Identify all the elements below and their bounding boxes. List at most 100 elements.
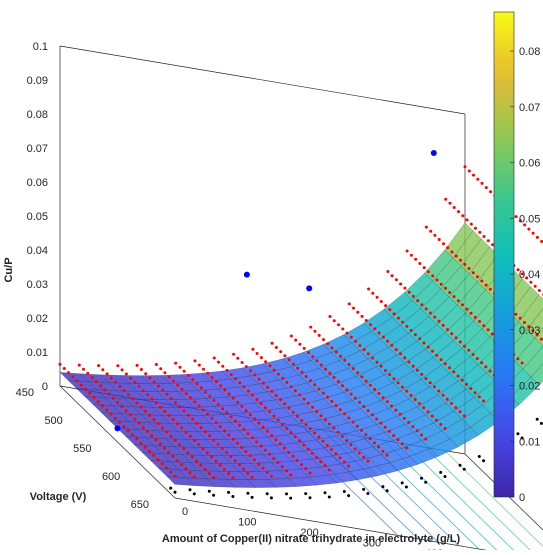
upper-bound-point: [364, 433, 367, 436]
upper-bound-point: [303, 347, 306, 350]
upper-bound-point: [253, 418, 256, 421]
upper-bound-point: [457, 210, 460, 213]
upper-bound-point: [478, 231, 481, 234]
upper-bound-point: [215, 421, 218, 424]
upper-bound-point: [226, 369, 229, 372]
upper-bound-point: [472, 174, 475, 177]
upper-bound-point: [382, 396, 385, 399]
upper-bound-point: [341, 435, 344, 438]
upper-bound-point: [474, 391, 477, 394]
lower-bound-point: [362, 488, 365, 491]
upper-bound-point: [255, 398, 258, 401]
upper-bound-point: [307, 448, 310, 451]
upper-bound-point: [129, 413, 132, 416]
upper-bound-point: [262, 382, 265, 385]
upper-bound-point: [424, 438, 427, 441]
upper-bound-point: [395, 348, 398, 351]
upper-bound-point: [230, 416, 233, 419]
upper-bound-point: [388, 308, 391, 311]
upper-bound-point: [242, 428, 245, 431]
upper-bound-point: [135, 402, 138, 405]
upper-bound-point: [433, 234, 436, 237]
upper-bound-point: [228, 393, 231, 396]
upper-bound-point: [480, 280, 483, 283]
upper-bound-point: [259, 445, 262, 448]
upper-bound-point: [485, 186, 488, 189]
upper-bound-point: [373, 388, 376, 391]
upper-bound-point: [238, 424, 241, 427]
upper-bound-point: [476, 357, 479, 360]
upper-bound-point: [243, 386, 246, 389]
lower-bound-point: [424, 481, 427, 484]
upper-bound-point: [236, 357, 239, 360]
upper-bound-point: [129, 377, 132, 380]
upper-bound-point: [439, 423, 442, 426]
upper-bound-point: [459, 410, 462, 413]
upper-bound-point: [468, 170, 471, 173]
upper-bound-point: [489, 190, 492, 193]
lower-bound-point: [309, 496, 312, 499]
lower-bound-point: [482, 459, 485, 462]
upper-bound-point: [127, 429, 130, 432]
upper-bound-point: [174, 475, 177, 478]
upper-bound-point: [440, 358, 443, 361]
upper-bound-point: [459, 341, 462, 344]
upper-bound-point: [260, 402, 263, 405]
upper-bound-point: [270, 390, 273, 393]
upper-bound-point: [478, 320, 481, 323]
upper-bound-point: [230, 373, 233, 376]
upper-bound-point: [352, 421, 355, 424]
upper-bound-point: [214, 460, 217, 463]
upper-bound-point: [390, 405, 393, 408]
upper-bound-point: [285, 427, 288, 430]
upper-bound-point: [328, 423, 331, 426]
upper-bound-point: [195, 460, 198, 463]
upper-bound-point: [399, 283, 402, 286]
upper-bound-point: [298, 439, 301, 442]
upper-bound-point: [174, 362, 177, 365]
upper-bound-point: [405, 447, 408, 450]
upper-bound-point: [210, 417, 213, 420]
upper-bound-point: [255, 440, 258, 443]
upper-bound-point: [405, 390, 408, 393]
upper-bound-point: [386, 400, 389, 403]
upper-bound-point: [93, 396, 96, 399]
x-axis-label: Amount of Copper(II) nitrate trihydrate …: [162, 533, 461, 545]
upper-bound-point: [106, 372, 109, 375]
upper-bound-point: [78, 364, 81, 367]
upper-bound-point: [101, 368, 104, 371]
upper-bound-point: [279, 398, 282, 401]
upper-bound-point: [59, 363, 62, 366]
upper-bound-point: [174, 401, 177, 404]
upper-bound-point: [309, 326, 312, 329]
upper-bound-point: [76, 379, 79, 382]
upper-bound-point: [444, 198, 447, 201]
z-tick-label: 0: [42, 381, 48, 393]
upper-bound-point: [474, 227, 477, 230]
upper-bound-point: [425, 377, 428, 380]
upper-bound-point: [350, 393, 353, 396]
upper-bound-point: [412, 365, 415, 368]
experimental-point: [244, 272, 250, 278]
upper-bound-point: [442, 324, 445, 327]
upper-bound-point: [329, 315, 332, 318]
upper-bound-point: [431, 415, 434, 418]
upper-bound-point: [183, 370, 186, 373]
upper-bound-point: [410, 254, 413, 257]
upper-bound-point: [331, 346, 334, 349]
upper-bound-point: [114, 417, 117, 420]
upper-bound-point: [227, 472, 230, 475]
upper-bound-point: [279, 442, 282, 445]
upper-bound-point: [262, 426, 265, 429]
upper-bound-point: [236, 442, 239, 445]
upper-bound-point: [301, 371, 304, 374]
upper-bound-point: [403, 287, 406, 290]
upper-bound-point: [314, 330, 317, 333]
upper-bound-point: [159, 367, 162, 370]
upper-bound-point: [396, 438, 399, 441]
upper-bound-point: [116, 364, 119, 367]
upper-bound-point: [309, 471, 312, 474]
upper-bound-point: [515, 215, 518, 218]
upper-bound-point: [277, 419, 280, 422]
upper-bound-point: [527, 228, 530, 231]
